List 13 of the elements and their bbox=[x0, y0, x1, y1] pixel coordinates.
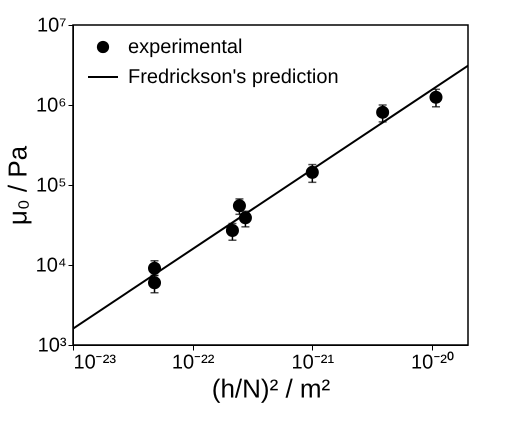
legend-label: Fredrickson's prediction bbox=[128, 66, 339, 88]
y-tick-label: 10⁶ bbox=[36, 94, 66, 116]
legend-label: experimental bbox=[128, 36, 243, 58]
x-tick-label: 10⁻²¹ bbox=[292, 352, 334, 374]
y-tick-label: 10⁴ bbox=[36, 254, 66, 276]
x-axis-title: (h/N)² / m² bbox=[212, 374, 331, 404]
y-tick-label: 10⁵ bbox=[36, 174, 66, 196]
y-axis-title: μ₀ / Pa bbox=[2, 145, 33, 226]
x-tick-label: 10⁻²⁰ bbox=[411, 350, 454, 374]
x-tick-label: 10⁻²² bbox=[172, 352, 215, 374]
y-tick-label: 10³ bbox=[38, 334, 67, 356]
y-tick-label: 10⁷ bbox=[37, 14, 66, 36]
x-tick-label: 10⁻²³ bbox=[74, 352, 116, 374]
